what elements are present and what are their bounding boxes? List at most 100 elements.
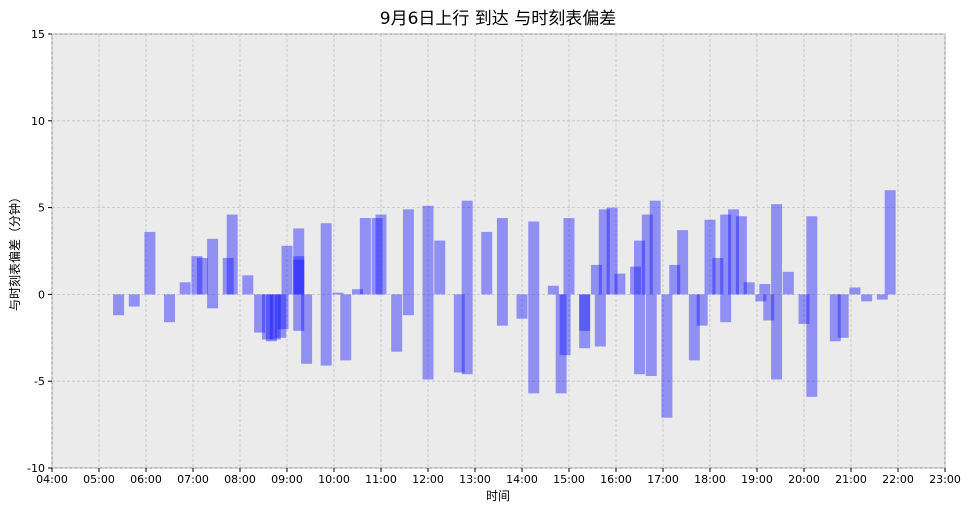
bar bbox=[712, 257, 724, 295]
bar bbox=[277, 294, 289, 330]
bar bbox=[579, 294, 591, 349]
bar bbox=[876, 294, 888, 300]
x-tick-label: 07:00 bbox=[177, 473, 209, 486]
bar bbox=[528, 294, 540, 394]
bar bbox=[332, 292, 344, 295]
ticks: 04:00 05:00 06:00 07:00 08:00 09:00 10:00 11:00… bbox=[27, 28, 961, 486]
bar bbox=[696, 294, 708, 326]
bar bbox=[196, 257, 208, 295]
bar bbox=[293, 259, 305, 295]
x-tick-label: 16:00 bbox=[600, 473, 632, 486]
y-tick-label: -10 bbox=[27, 462, 45, 475]
bar bbox=[261, 294, 273, 340]
bar bbox=[528, 221, 540, 295]
bar bbox=[669, 264, 681, 295]
bar bbox=[606, 207, 618, 295]
y-axis-label: 与时刻表偏差（分钟） bbox=[7, 191, 22, 311]
x-tick-label: 21:00 bbox=[835, 473, 867, 486]
bar bbox=[320, 223, 332, 295]
bar bbox=[516, 294, 528, 319]
bar bbox=[771, 294, 783, 380]
bar bbox=[402, 209, 414, 295]
bar bbox=[688, 294, 700, 361]
bar bbox=[728, 209, 739, 295]
x-tick-label: 05:00 bbox=[83, 473, 115, 486]
bar bbox=[634, 294, 645, 375]
bar bbox=[720, 294, 732, 323]
bar bbox=[128, 294, 140, 307]
bar bbox=[861, 294, 873, 302]
bar bbox=[352, 289, 363, 295]
bar bbox=[641, 214, 653, 295]
bar bbox=[559, 294, 571, 356]
bar bbox=[301, 294, 313, 364]
bar bbox=[798, 294, 810, 324]
x-tick-label: 19:00 bbox=[741, 473, 773, 486]
bar bbox=[743, 282, 755, 295]
bar bbox=[884, 190, 896, 295]
x-tick-label: 13:00 bbox=[459, 473, 491, 486]
bar bbox=[563, 218, 575, 295]
x-tick-label: 08:00 bbox=[224, 473, 256, 486]
bar bbox=[496, 294, 508, 326]
bar bbox=[555, 294, 567, 394]
bar bbox=[265, 294, 277, 342]
bar bbox=[113, 294, 125, 316]
x-tick-label: 20:00 bbox=[788, 473, 820, 486]
bar bbox=[340, 294, 352, 361]
bar bbox=[735, 216, 747, 295]
bar bbox=[391, 294, 403, 352]
x-axis-label: 时间 bbox=[486, 489, 510, 503]
bar bbox=[630, 266, 642, 295]
x-tick-label: 11:00 bbox=[365, 473, 397, 486]
y-tick-label: 0 bbox=[38, 288, 45, 301]
chart-title: 9月6日上行 到达 与时刻表偏差 bbox=[380, 9, 616, 29]
x-tick-label: 17:00 bbox=[647, 473, 679, 486]
bar bbox=[661, 294, 673, 418]
x-tick-label: 09:00 bbox=[271, 473, 303, 486]
x-tick-label: 10:00 bbox=[318, 473, 350, 486]
bar bbox=[222, 257, 234, 295]
bar bbox=[453, 294, 465, 373]
bar bbox=[359, 218, 371, 295]
bar bbox=[837, 294, 849, 338]
bar bbox=[614, 273, 626, 295]
bar bbox=[598, 209, 610, 295]
x-tick-label: 12:00 bbox=[412, 473, 444, 486]
bar bbox=[293, 228, 305, 295]
bar bbox=[849, 287, 861, 295]
bar bbox=[422, 205, 434, 295]
bar bbox=[649, 200, 661, 295]
bar bbox=[269, 294, 281, 340]
bars bbox=[113, 190, 896, 418]
bar bbox=[829, 294, 841, 342]
x-tick-label: 23:00 bbox=[929, 473, 961, 486]
bar bbox=[461, 200, 473, 295]
bar bbox=[720, 214, 732, 295]
bar bbox=[677, 230, 689, 295]
grid bbox=[51, 33, 946, 469]
bar bbox=[207, 294, 219, 309]
bar bbox=[275, 294, 287, 338]
bar bbox=[422, 294, 434, 380]
bar bbox=[579, 294, 591, 331]
bar bbox=[293, 294, 305, 331]
bar bbox=[547, 285, 559, 295]
bar bbox=[226, 214, 238, 295]
x-tick-label: 04:00 bbox=[36, 473, 68, 486]
bar bbox=[634, 240, 645, 295]
bar bbox=[164, 294, 175, 323]
bar bbox=[771, 204, 783, 295]
bar bbox=[481, 231, 493, 295]
x-tick-label: 06:00 bbox=[130, 473, 162, 486]
x-tick-label: 18:00 bbox=[694, 473, 726, 486]
bar bbox=[191, 256, 203, 295]
bar bbox=[293, 256, 305, 295]
bar bbox=[461, 294, 473, 375]
y-tick-label: 10 bbox=[31, 115, 45, 128]
x-tick-label: 14:00 bbox=[506, 473, 538, 486]
bar bbox=[375, 214, 387, 295]
bar bbox=[207, 238, 219, 295]
